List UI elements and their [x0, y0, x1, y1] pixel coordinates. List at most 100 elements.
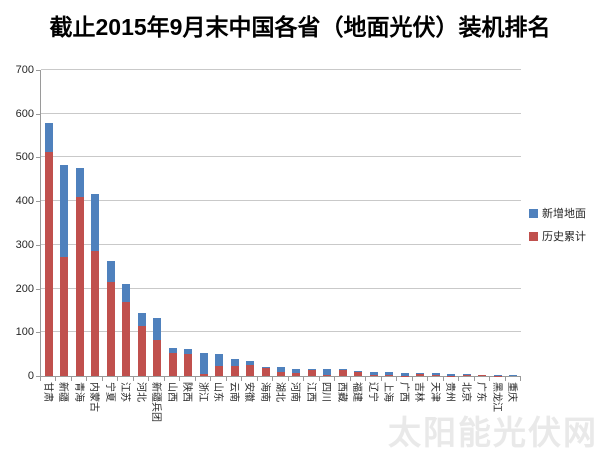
x-axis-tick: [411, 377, 413, 381]
x-axis-tick: [225, 377, 227, 381]
bar-segment-新增地面: [400, 372, 409, 376]
y-axis-label: 500: [15, 151, 34, 164]
bar-segment-历史累计: [323, 374, 332, 376]
bar-segment-新增地面: [509, 375, 518, 376]
x-axis-tick: [101, 377, 103, 381]
legend-label-new-ground: 新增地面: [542, 208, 586, 220]
bar-segment-新增地面: [137, 312, 146, 326]
x-axis-tick: [272, 377, 274, 381]
bar-segment-新增地面: [493, 374, 502, 376]
x-axis-label: 青海: [72, 382, 84, 402]
bar-segment-历史累计: [416, 372, 425, 376]
y-axis-label: 700: [15, 64, 34, 76]
bar-segment-新增地面: [106, 261, 115, 283]
x-axis-tick: [380, 377, 382, 381]
bar-segment-历史累计: [106, 282, 115, 376]
y-axis-tick: [36, 288, 40, 290]
x-axis-tick: [148, 377, 150, 381]
x-axis-tick: [396, 377, 398, 381]
legend-item-new-ground: 新增地面: [529, 205, 586, 221]
x-axis-label: 甘肃: [41, 382, 53, 402]
bar-segment-新增地面: [44, 123, 53, 153]
x-axis-label: 新疆兵团: [150, 382, 162, 422]
y-axis-label: 200: [15, 282, 34, 295]
y-axis-label: 300: [15, 238, 34, 251]
x-axis-label: 江苏: [119, 382, 131, 402]
bar-segment-新增地面: [153, 317, 162, 340]
x-axis-tick: [303, 377, 305, 381]
x-axis-tick: [318, 377, 320, 381]
watermark-text: 太阳能光伏网: [388, 414, 598, 451]
x-axis-label: 云南: [227, 382, 239, 402]
x-axis-label: 北京: [459, 382, 471, 402]
bar-segment-新增地面: [447, 373, 456, 376]
y-axis-tick: [36, 157, 40, 159]
x-axis-tick: [40, 377, 41, 381]
bar-segment-历史累计: [91, 251, 100, 376]
legend-item-historical: 历史累计: [529, 228, 586, 244]
x-axis-label: 黑龙江: [490, 382, 502, 412]
y-axis-tick: [36, 113, 40, 115]
gridline: [41, 200, 521, 202]
bar-segment-历史累计: [122, 301, 131, 376]
gridline: [41, 287, 521, 289]
bar-segment-新增地面: [215, 354, 224, 367]
bar-segment-新增地面: [323, 368, 332, 375]
y-axis-label: 0: [27, 370, 34, 382]
bar-segment-历史累计: [478, 374, 487, 376]
x-axis-tick: [520, 377, 521, 381]
x-axis-label: 四川: [320, 382, 332, 402]
x-axis-label: 辽宁: [366, 382, 378, 402]
x-axis-label: 陕西: [181, 382, 193, 402]
gridline: [41, 331, 521, 333]
bar-segment-新增地面: [277, 366, 285, 373]
bar-segment-新增地面: [122, 284, 131, 302]
x-axis-tick: [194, 377, 196, 381]
bar-segment-历史累计: [230, 366, 239, 376]
x-axis-label: 重庆: [506, 382, 518, 402]
x-axis-label: 吉林: [413, 382, 425, 402]
x-axis-tick: [256, 377, 258, 381]
bar-segment-历史累计: [385, 375, 394, 376]
y-axis-tick: [36, 244, 40, 246]
x-axis-tick: [458, 377, 460, 381]
x-axis-tick: [427, 377, 429, 381]
bar-segment-历史累计: [369, 375, 378, 376]
x-axis-tick: [489, 377, 491, 381]
x-axis-tick: [163, 377, 165, 381]
y-axis-tick: [36, 332, 40, 334]
chart-title: 截止2015年9月末中国各省（地面光伏）装机排名: [49, 14, 551, 40]
legend-label-historical: 历史累计: [542, 231, 586, 243]
y-axis-tick: [36, 201, 40, 203]
bar-segment-历史累计: [199, 373, 208, 376]
bar-segment-新增地面: [292, 368, 301, 373]
x-axis-label: 天津: [428, 382, 440, 402]
y-axis-label: 600: [15, 107, 34, 120]
bar-segment-历史累计: [277, 372, 285, 376]
x-axis-tick: [117, 377, 119, 381]
x-axis-tick: [473, 377, 475, 381]
x-axis-tick: [504, 377, 506, 381]
x-axis-label: 河南: [289, 382, 301, 402]
x-axis-label: 福建: [351, 382, 363, 402]
gridline: [41, 243, 521, 245]
x-axis-label: 湖北: [274, 382, 285, 402]
bar-segment-历史累计: [184, 354, 193, 376]
gridline: [41, 112, 521, 114]
bar-segment-历史累计: [246, 364, 255, 376]
x-axis-tick: [132, 377, 134, 381]
bar-segment-新增地面: [369, 371, 378, 376]
bar-segment-历史累计: [153, 339, 162, 376]
x-axis-tick: [210, 377, 212, 381]
bar-segment-历史累计: [462, 374, 471, 376]
legend: 新增地面 历史累计: [529, 205, 586, 244]
legend-swatch-blue: [529, 208, 538, 218]
x-axis-label: 河北: [134, 382, 146, 402]
x-axis-tick: [334, 377, 336, 381]
y-axis-tick: [36, 376, 40, 377]
bar-segment-新增地面: [75, 167, 84, 197]
bar-segment-历史累计: [44, 152, 53, 376]
bar-segment-历史累计: [60, 257, 69, 376]
y-axis-label: 400: [15, 195, 34, 208]
